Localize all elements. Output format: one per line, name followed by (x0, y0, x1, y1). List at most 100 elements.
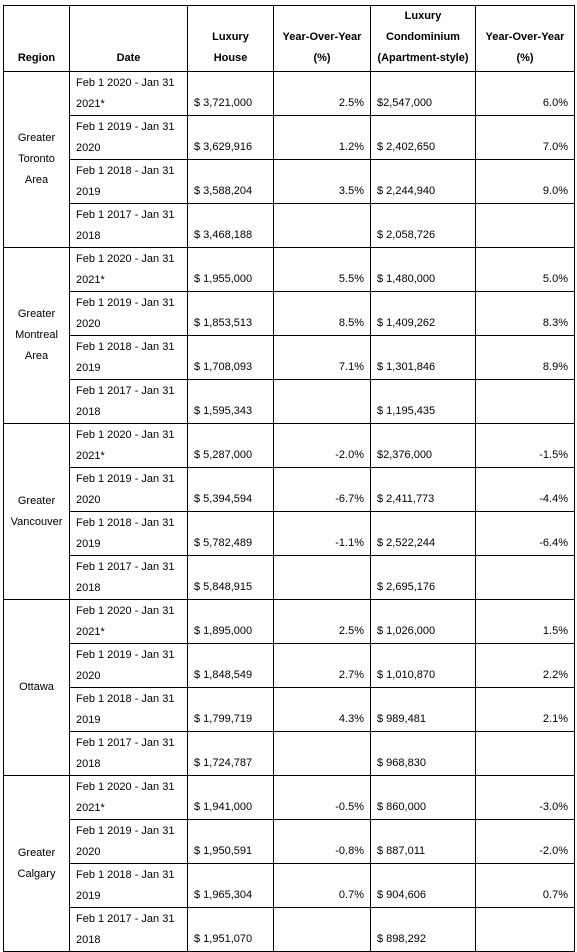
luxury-house-price-cell: $ 1,950,591 (187, 819, 274, 864)
table-row: Greater Montreal Area Feb 1 2020 - Jan 31 20… (3, 247, 575, 424)
luxury-condo-price-cell: $ 1,409,262 (370, 291, 476, 336)
date-line: Feb 1 2018 - Jan 31 (76, 693, 175, 705)
luxury-house-price-cell: $ 1,951,070 (187, 907, 274, 952)
house-yoy-cell: -6.7% (273, 467, 371, 512)
luxury-house-price-cell: $ 5,287,000 (187, 423, 274, 468)
table-row: Feb 1 2018 - Jan 31 2019 $ 3,588,204 3.5% $ … (4, 159, 575, 204)
header-row: Region Date Luxury House Year-Over-Year … (3, 5, 575, 72)
table-row: Feb 1 2018 - Jan 31 2019 $ 5,782,489 -1.1% $… (4, 511, 575, 556)
house-yoy-cell: 5.5% (273, 247, 371, 292)
luxury-house-price-cell: $ 3,588,204 (187, 159, 274, 204)
header-condo-yoy: Year-Over-Year (%) (475, 5, 575, 72)
house-yoy-cell: 8.5% (273, 291, 371, 336)
date-line: 2020 (76, 494, 101, 506)
date-line: 2021* (76, 802, 105, 814)
date-cell: Feb 1 2020 - Jan 31 2021* (69, 247, 188, 292)
date-line: Feb 1 2018 - Jan 31 (76, 869, 175, 881)
house-yoy-cell: 2.5% (273, 71, 371, 116)
table-row: Feb 1 2017 - Jan 31 2018 $ 1,724,787 $ 968,… (4, 731, 575, 776)
table-row: Feb 1 2018 - Jan 31 2019 $ 1,799,719 4.3% $ … (4, 687, 575, 732)
condo-yoy-cell: 6.0% (475, 71, 575, 116)
date-line: Feb 1 2019 - Jan 31 (76, 297, 175, 309)
luxury-condo-price-cell: $ 887,011 (370, 819, 476, 864)
date-cell: Feb 1 2020 - Jan 31 2021* (69, 71, 188, 116)
date-line: 2019 (76, 186, 101, 198)
date-line: Feb 1 2017 - Jan 31 (76, 561, 175, 573)
luxury-house-price-cell: $ 1,853,513 (187, 291, 274, 336)
date-line: Feb 1 2019 - Jan 31 (76, 649, 175, 661)
house-yoy-cell: 1.2% (273, 115, 371, 160)
table-row: Greater Calgary Feb 1 2020 - Jan 31 2021* $ … (3, 775, 575, 952)
condo-yoy-cell: -4.4% (475, 467, 575, 512)
date-line: 2018 (76, 934, 101, 946)
table-row: Feb 1 2017 - Jan 31 2018 $ 3,468,188 $ 2,05… (4, 203, 575, 248)
table-row: Feb 1 2017 - Jan 31 2018 $ 1,595,343 $ 1,19… (4, 379, 575, 424)
header-luxury-condo: Luxury Condominium (Apartment-style) (370, 5, 476, 72)
header-date: Date (69, 5, 188, 72)
condo-yoy-cell (475, 907, 575, 952)
condo-yoy-cell: 2.1% (475, 687, 575, 732)
luxury-condo-price-cell: $ 2,058,726 (370, 203, 476, 248)
date-line: 2021* (76, 450, 105, 462)
date-cell: Feb 1 2019 - Jan 31 2020 (69, 291, 188, 336)
date-cell: Feb 1 2019 - Jan 31 2020 (69, 115, 188, 160)
date-line: Feb 1 2017 - Jan 31 (76, 385, 175, 397)
region-cell: Greater Vancouver (3, 423, 70, 600)
date-line: 2018 (76, 582, 101, 594)
date-line: Feb 1 2020 - Jan 31 (76, 429, 175, 441)
condo-yoy-cell: 8.9% (475, 335, 575, 380)
house-yoy-cell (273, 203, 371, 248)
luxury-condo-price-cell: $ 1,301,846 (370, 335, 476, 380)
region-cell: Ottawa (3, 599, 70, 776)
luxury-condo-price-cell: $ 904,606 (370, 863, 476, 908)
luxury-house-price-cell: $ 3,629,916 (187, 115, 274, 160)
date-line: 2018 (76, 406, 101, 418)
luxury-house-price-cell: $ 1,724,787 (187, 731, 274, 776)
date-line: Feb 1 2019 - Jan 31 (76, 473, 175, 485)
date-line: 2020 (76, 142, 101, 154)
house-yoy-cell: 0.7% (273, 863, 371, 908)
region-name-line: Area (24, 350, 49, 362)
date-cell: Feb 1 2017 - Jan 31 2018 (69, 379, 188, 424)
luxury-condo-price-cell: $ 1,480,000 (370, 247, 476, 292)
region-name-line: Calgary (17, 867, 56, 880)
luxury-condo-price-cell: $ 2,695,176 (370, 555, 476, 600)
date-cell: Feb 1 2020 - Jan 31 2021* (69, 423, 188, 468)
date-line: Feb 1 2017 - Jan 31 (76, 913, 175, 925)
condo-yoy-cell: 2.2% (475, 643, 575, 688)
luxury-house-price-cell: $ 1,595,343 (187, 379, 274, 424)
luxury-house-price-cell: $ 1,941,000 (187, 775, 274, 820)
luxury-house-price-cell: $ 5,782,489 (187, 511, 274, 556)
date-line: Feb 1 2019 - Jan 31 (76, 825, 175, 837)
date-line: Feb 1 2020 - Jan 31 (76, 253, 175, 265)
luxury-house-price-cell: $ 1,955,000 (187, 247, 274, 292)
date-line: Feb 1 2020 - Jan 31 (76, 77, 175, 89)
house-yoy-cell (273, 731, 371, 776)
table-row: Feb 1 2019 - Jan 31 2020 $ 1,853,513 8.5% $ … (4, 291, 575, 336)
date-line: Feb 1 2018 - Jan 31 (76, 165, 175, 177)
condo-yoy-cell (475, 731, 575, 776)
house-yoy-cell: -1.1% (273, 511, 371, 556)
date-cell: Feb 1 2017 - Jan 31 2018 (69, 203, 188, 248)
luxury-condo-price-cell: $ 898,292 (370, 907, 476, 952)
region-name-line: Toronto (18, 153, 55, 165)
region-name-line: Greater (17, 846, 56, 859)
condo-yoy-cell: 5.0% (475, 247, 575, 292)
house-yoy-cell: 3.5% (273, 159, 371, 204)
table-row: Feb 1 2019 - Jan 31 2020 $ 1,848,549 2.7% $ … (4, 643, 575, 688)
condo-yoy-cell (475, 203, 575, 248)
date-line: 2019 (76, 714, 101, 726)
date-cell: Feb 1 2017 - Jan 31 2018 (69, 555, 188, 600)
header-luxury-house: Luxury House (187, 5, 274, 72)
date-cell: Feb 1 2018 - Jan 31 2019 (69, 335, 188, 380)
date-cell: Feb 1 2019 - Jan 31 2020 (69, 643, 188, 688)
condo-yoy-cell: 1.5% (475, 599, 575, 644)
table-body: Greater Toronto Area Feb 1 2020 - Jan 31 202… (3, 71, 575, 952)
date-line: Feb 1 2020 - Jan 31 (76, 605, 175, 617)
house-yoy-cell: -0.5% (273, 775, 371, 820)
luxury-condo-price-cell: $ 2,411,773 (370, 467, 476, 512)
date-cell: Feb 1 2020 - Jan 31 2021* (69, 599, 188, 644)
region-name-line: Area (24, 174, 49, 186)
luxury-price-table: Region Date Luxury House Year-Over-Year … (3, 5, 575, 952)
luxury-house-price-cell: $ 1,708,093 (187, 335, 274, 380)
